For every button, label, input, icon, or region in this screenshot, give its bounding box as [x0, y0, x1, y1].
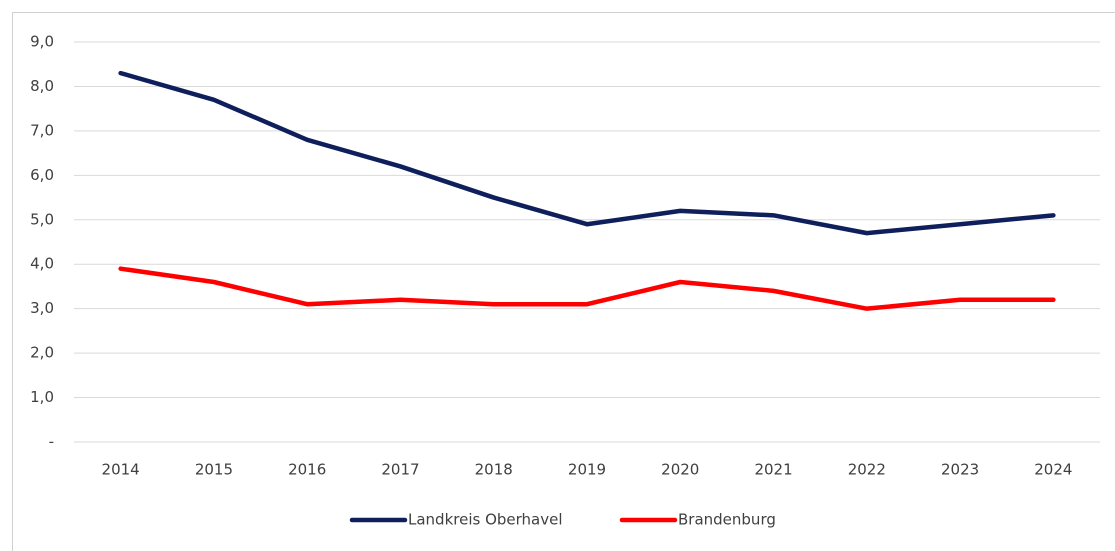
y-tick-label: 4,0: [30, 255, 54, 273]
x-tick-label: 2020: [661, 461, 699, 479]
x-tick-label: 2014: [102, 461, 140, 479]
legend-label: Brandenburg: [678, 511, 776, 529]
x-tick-label: 2023: [941, 461, 979, 479]
y-tick-label: 7,0: [30, 121, 54, 139]
chart-frame: [12, 12, 1115, 551]
x-tick-label: 2016: [288, 461, 326, 479]
y-tick-label: 6,0: [30, 166, 54, 184]
y-tick-label: 8,0: [30, 77, 54, 95]
y-tick-label: 1,0: [30, 388, 54, 406]
legend-label: Landkreis Oberhavel: [408, 511, 563, 529]
data-line: [118, 266, 1056, 311]
y-tick-label: 5,0: [30, 210, 54, 228]
x-tick-label: 2015: [195, 461, 233, 479]
y-tick-label: 3,0: [30, 299, 54, 317]
x-tick-label: 2022: [848, 461, 886, 479]
y-tick-label: 2,0: [30, 344, 54, 362]
y-tick-label: -: [49, 433, 54, 451]
x-tick-label: 2024: [1034, 461, 1072, 479]
data-line: [118, 70, 1056, 236]
x-tick-label: 2021: [754, 461, 792, 479]
x-tick-label: 2017: [381, 461, 419, 479]
x-tick-label: 2019: [568, 461, 606, 479]
x-tick-label: 2018: [475, 461, 513, 479]
y-tick-label: 9,0: [30, 33, 54, 51]
